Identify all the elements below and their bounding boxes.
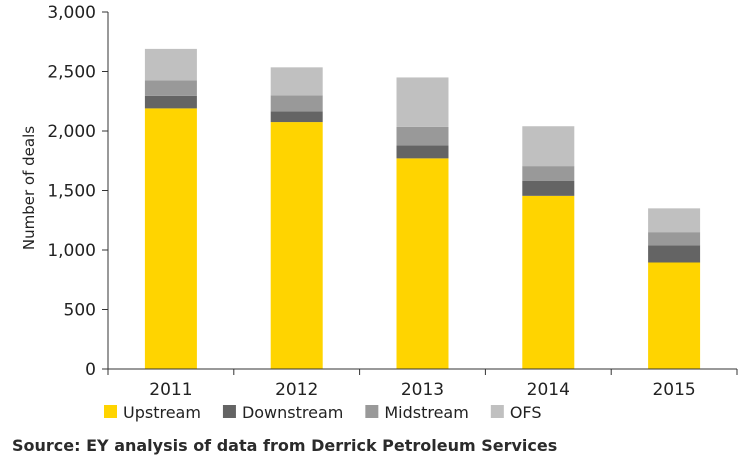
legend-swatch-midstream — [365, 405, 379, 418]
y-tick-label: 2,000 — [47, 122, 96, 142]
x-axis: 2011 2012 2013 2014 2015 — [107, 368, 738, 400]
legend-swatch-upstream — [104, 405, 117, 418]
bar-ofs-2013 — [396, 77, 449, 127]
legend: Upstream Downstream Midstream OFS — [104, 403, 542, 422]
bar-downstream-2011 — [144, 95, 197, 109]
y-tick-label: 0 — [85, 360, 96, 380]
bar-upstream-2015 — [648, 262, 701, 369]
x-tick-label: 2014 — [527, 380, 570, 400]
bar-ofs-2014 — [522, 126, 575, 167]
x-tick-label: 2013 — [401, 380, 444, 400]
bar-midstream-2014 — [522, 166, 575, 181]
bar-midstream-2015 — [648, 232, 701, 246]
bar-upstream-2014 — [522, 195, 575, 369]
bar-ofs-2011 — [144, 48, 197, 81]
x-tick-label: 2015 — [652, 380, 695, 400]
legend-swatch-downstream — [222, 405, 236, 418]
bar-downstream-2012 — [270, 111, 323, 123]
legend-label-midstream: Midstream — [384, 403, 468, 422]
source-note: Source: EY analysis of data from Derrick… — [12, 436, 558, 455]
y-tick-label: 500 — [64, 301, 96, 321]
bar-upstream-2012 — [270, 122, 323, 369]
y-tick-label: 3,000 — [47, 3, 96, 23]
bar-downstream-2015 — [648, 245, 701, 263]
y-axis: 0 500 1,000 1,500 2,000 2,500 3,000 — [47, 3, 109, 380]
legend-label-ofs: OFS — [510, 403, 542, 422]
bar-upstream-2013 — [396, 158, 449, 369]
bar-ofs-2012 — [270, 67, 323, 96]
bar-midstream-2011 — [144, 80, 197, 96]
x-tick-label: 2011 — [149, 380, 192, 400]
bar-midstream-2013 — [396, 126, 449, 146]
bar-downstream-2013 — [396, 145, 449, 159]
bar-upstream-2011 — [144, 108, 197, 369]
y-tick-label: 1,000 — [47, 241, 96, 261]
bar-ofs-2015 — [648, 208, 701, 233]
bars — [144, 48, 701, 369]
y-tick-label: 1,500 — [47, 182, 96, 202]
y-tick-label: 2,500 — [47, 63, 96, 83]
y-axis-label: Number of deals — [20, 126, 38, 250]
legend-swatch-ofs — [490, 405, 504, 418]
legend-label-upstream: Upstream — [123, 403, 201, 422]
bar-downstream-2014 — [522, 180, 575, 196]
bar-midstream-2012 — [270, 95, 323, 112]
legend-label-downstream: Downstream — [242, 403, 343, 422]
x-tick-label: 2012 — [275, 380, 318, 400]
